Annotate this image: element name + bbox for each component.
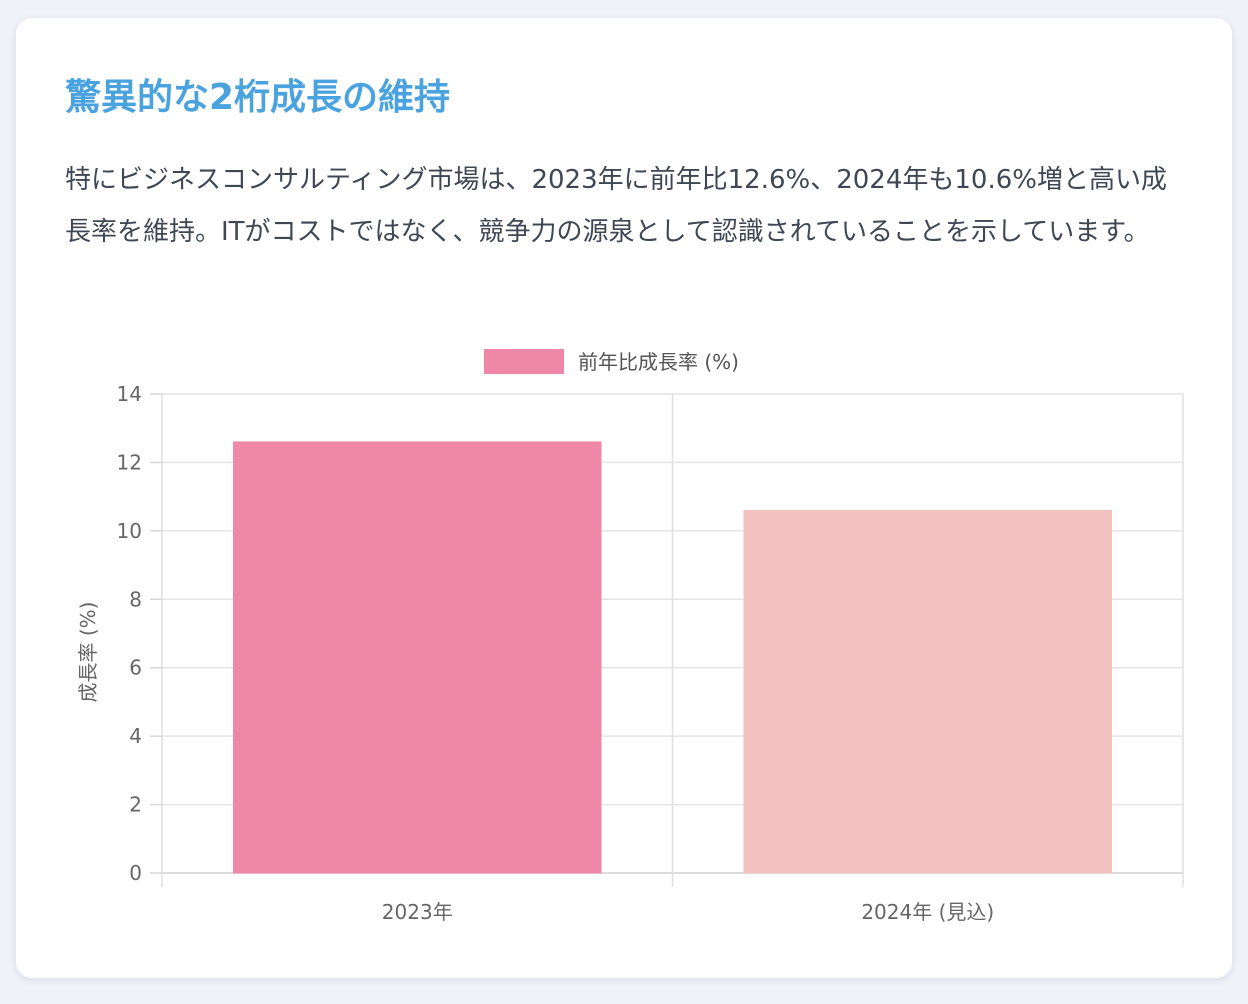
y-tick-label: 8 [129, 587, 142, 611]
x-tick-label: 2024年 (見込) [861, 900, 994, 924]
card-title: 驚異的な2桁成長の維持 [65, 77, 451, 118]
bar-1 [743, 509, 1113, 874]
y-tick-label: 4 [129, 724, 142, 748]
y-tick-label: 0 [129, 861, 142, 885]
bar-0 [232, 441, 602, 874]
legend-swatch [484, 349, 564, 374]
x-axis: 2023年 2024年 (見込) [382, 900, 994, 924]
bars [232, 441, 1113, 874]
y-axis: 0 2 4 6 8 10 12 14 [117, 382, 162, 885]
y-tick-label: 12 [117, 450, 142, 474]
y-tick-label: 14 [117, 382, 142, 406]
bar-chart: 前年比成長率 (%) 0 2 4 6 8 10 12 14 成長率 (%) 2023年 2024… [76, 349, 1184, 924]
card-description: 特にビジネスコンサルティング市場は、2023年に前年比12.6%、2024年も1… [65, 165, 1167, 247]
y-tick-label: 10 [117, 519, 142, 543]
x-tick-label: 2023年 [382, 900, 453, 924]
chart-card: 驚異的な2桁成長の維持 特にビジネスコンサルティング市場は、2023年に前年比1… [16, 18, 1232, 978]
legend-label: 前年比成長率 (%) [578, 350, 739, 374]
y-tick-label: 2 [129, 793, 142, 817]
y-tick-label: 6 [129, 656, 142, 680]
legend[interactable]: 前年比成長率 (%) [484, 349, 739, 374]
y-axis-title: 成長率 (%) [76, 602, 100, 703]
